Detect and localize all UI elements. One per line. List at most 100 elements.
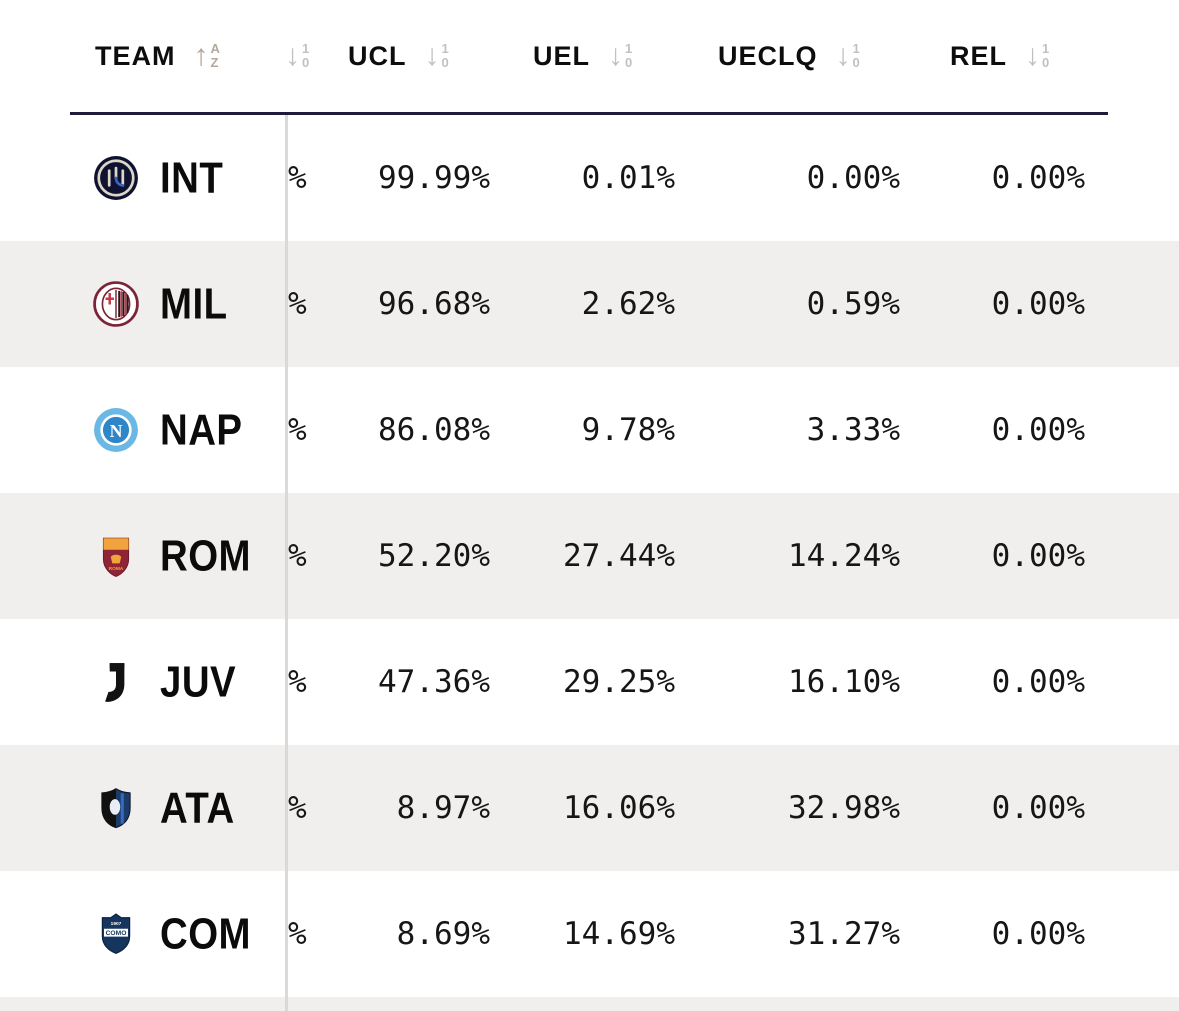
ucl-value: 8.69% (396, 916, 490, 952)
uel-value: 2.62% (581, 286, 675, 322)
table-row: COMO 1907 COM % 8.69% 14.69% 31.27% 0.00% (0, 871, 1179, 997)
ucl-value: 99.99% (378, 160, 490, 196)
team-cell: INT (70, 153, 285, 202)
sort-digit-1: 1 (625, 41, 633, 57)
rel-value: 0.00% (991, 160, 1085, 196)
sort-digit-0: 0 (1042, 55, 1050, 70)
team-column-label: TEAM (95, 40, 176, 71)
team-abbr: COM (160, 909, 252, 958)
napoli-crest-icon: N (93, 407, 139, 453)
rel-value: 0.00% (991, 664, 1085, 700)
sort-digit-1: 1 (441, 41, 449, 57)
team-cell: JUV (70, 657, 285, 706)
sort-10-icon[interactable]: ↓ 1 0 (425, 41, 449, 71)
frozen-column-divider (285, 115, 288, 1011)
header-underline (70, 112, 1108, 115)
clipped-value: % (288, 160, 307, 196)
uel-column-label: UEL (533, 40, 590, 71)
sort-up-arrow-icon: ↑ (193, 39, 209, 72)
team-abbr: JUV (160, 657, 237, 706)
milan-crest-icon (93, 281, 139, 327)
sort-10-icon[interactable]: ↓ 1 0 (836, 41, 860, 71)
ucl-value: 52.20% (378, 538, 490, 574)
clipped-value: % (288, 538, 307, 574)
svg-text:1907: 1907 (111, 921, 122, 927)
svg-text:ROMA: ROMA (109, 566, 124, 572)
column-header-ucl[interactable]: UCL ↓ 1 0 (330, 41, 490, 72)
sort-10-digits: 1 0 (853, 42, 860, 69)
column-header-hidden[interactable]: ↓ 1 0 (285, 41, 330, 71)
clipped-value: % (288, 916, 307, 952)
sort-az-icon[interactable]: ↑ A Z (194, 41, 220, 71)
ucl-value: 47.36% (378, 664, 490, 700)
sort-10-digits: 1 0 (625, 42, 632, 69)
table-row: INT % 99.99% 0.01% 0.00% 0.00% (0, 115, 1179, 241)
table-header-row: TEAM ↑ A Z ↓ 1 0 UCL ↓ 1 0 UEL (0, 0, 1179, 112)
uel-value: 9.78% (581, 412, 675, 448)
sort-digit-0: 0 (302, 55, 310, 70)
ucl-value: 8.97% (396, 790, 490, 826)
column-header-ueclq[interactable]: UECLQ ↓ 1 0 (675, 41, 900, 72)
team-abbr: INT (160, 153, 224, 202)
ucl-value: 96.68% (378, 286, 490, 322)
sort-down-arrow-icon: ↓ (835, 39, 851, 72)
ueclq-value: 32.98% (788, 790, 900, 826)
uel-value: 29.25% (563, 664, 675, 700)
ueclq-value: 3.33% (806, 412, 900, 448)
team-cell: MIL (70, 279, 285, 328)
ueclq-column-label: UECLQ (718, 40, 818, 71)
table-row: JUV % 47.36% 29.25% 16.10% 0.00% (0, 619, 1179, 745)
sort-down-arrow-icon: ↓ (424, 39, 440, 72)
sort-letter-a: A (210, 41, 220, 57)
rel-value: 0.00% (991, 412, 1085, 448)
svg-text:COMO: COMO (106, 930, 127, 937)
sort-digit-0: 0 (625, 55, 633, 70)
team-cell: COMO 1907 COM (70, 909, 285, 958)
column-header-rel[interactable]: REL ↓ 1 0 (900, 41, 1085, 72)
uel-value: 0.01% (581, 160, 675, 196)
table-row: ATA % 8.97% 16.06% 32.98% 0.00% (0, 745, 1179, 871)
team-cell: ROMA ROM (70, 531, 285, 580)
roma-crest-icon: ROMA (93, 533, 139, 579)
ueclq-value: 0.59% (806, 286, 900, 322)
svg-text:N: N (110, 421, 123, 441)
column-header-team[interactable]: TEAM ↑ A Z (70, 41, 285, 72)
uel-value: 16.06% (563, 790, 675, 826)
rel-value: 0.00% (991, 790, 1085, 826)
ueclq-value: 31.27% (788, 916, 900, 952)
sort-letter-z: Z (210, 55, 219, 70)
sort-10-digits: 1 0 (1042, 42, 1049, 69)
clipped-value: % (288, 790, 307, 826)
team-abbr: MIL (160, 279, 228, 328)
team-abbr: ROM (160, 531, 252, 580)
sort-10-icon[interactable]: ↓ 1 0 (285, 41, 309, 71)
team-abbr: NAP (160, 405, 243, 454)
column-header-uel[interactable]: UEL ↓ 1 0 (490, 41, 675, 72)
sort-10-icon[interactable]: ↓ 1 0 (1025, 41, 1049, 71)
rel-value: 0.00% (991, 538, 1085, 574)
sort-10-icon[interactable]: ↓ 1 0 (608, 41, 632, 71)
sort-digit-1: 1 (302, 41, 310, 57)
sort-down-arrow-icon: ↓ (608, 39, 623, 72)
sort-down-arrow-icon: ↓ (1025, 39, 1040, 72)
atalanta-crest-icon (93, 785, 139, 831)
table-row: N NAP % 86.08% 9.78% 3.33% 0.00% (0, 367, 1179, 493)
uel-value: 27.44% (563, 538, 675, 574)
sort-digit-1: 1 (852, 41, 860, 57)
ueclq-value: 0.00% (806, 160, 900, 196)
juventus-crest-icon (93, 659, 139, 705)
table-row: MIL % 96.68% 2.62% 0.59% 0.00% (0, 241, 1179, 367)
rel-value: 0.00% (991, 916, 1085, 952)
sort-10-digits: 1 0 (442, 42, 449, 69)
rel-value: 0.00% (991, 286, 1085, 322)
clipped-value: % (288, 412, 307, 448)
sort-10-digits: 1 0 (302, 42, 309, 69)
rel-column-label: REL (950, 40, 1007, 71)
inter-crest-icon (93, 155, 139, 201)
sort-digit-0: 0 (441, 55, 449, 70)
team-abbr: ATA (160, 783, 235, 832)
team-cell: ATA (70, 783, 285, 832)
uel-value: 14.69% (563, 916, 675, 952)
como-crest-icon: COMO 1907 (93, 911, 139, 957)
table-row: ROMA ROM % 52.20% 27.44% 14.24% 0.00% (0, 493, 1179, 619)
